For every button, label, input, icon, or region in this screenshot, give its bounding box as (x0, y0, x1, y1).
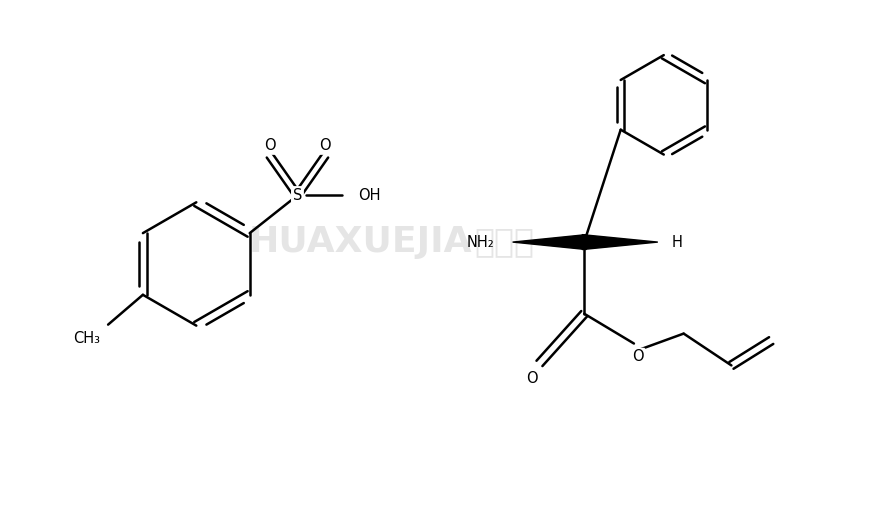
Text: S: S (293, 188, 302, 203)
Text: O: O (263, 138, 276, 153)
Text: NH₂: NH₂ (467, 234, 494, 250)
Text: O: O (319, 138, 331, 153)
Text: H: H (672, 234, 682, 250)
Text: O: O (632, 350, 644, 364)
Polygon shape (513, 234, 586, 249)
Text: OH: OH (358, 188, 381, 203)
Text: CH₃: CH₃ (73, 331, 100, 345)
Text: O: O (526, 372, 537, 387)
Polygon shape (582, 234, 658, 249)
Text: 化学加: 化学加 (474, 226, 535, 259)
Text: HUAXUEJIA: HUAXUEJIA (248, 225, 472, 259)
